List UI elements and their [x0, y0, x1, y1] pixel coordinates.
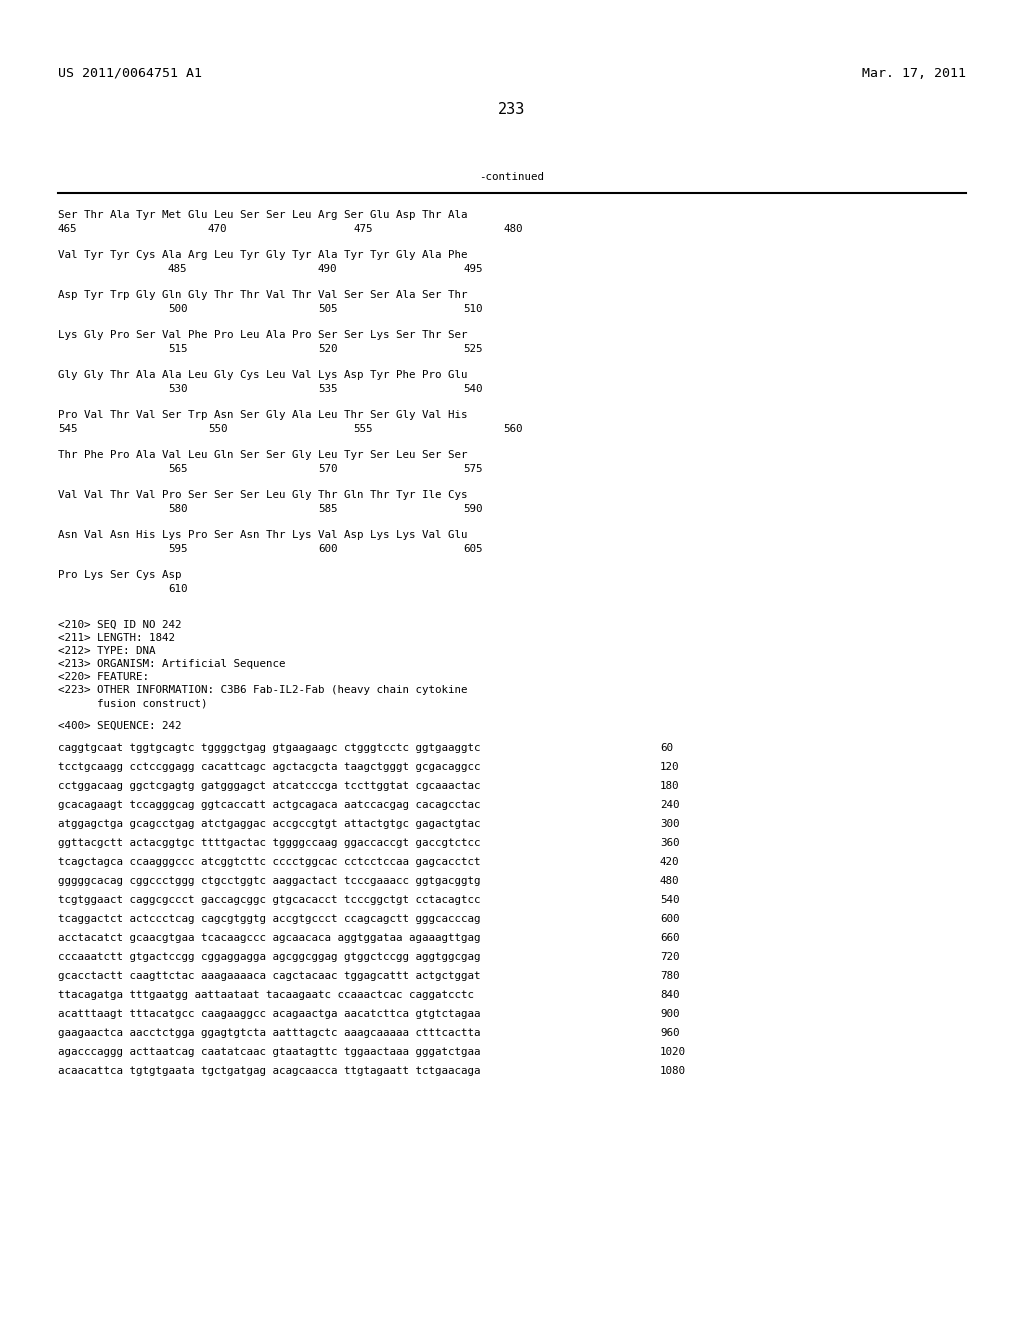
Text: 540: 540: [463, 384, 482, 393]
Text: cctggacaag ggctcgagtg gatgggagct atcatcccga tccttggtat cgcaaactac: cctggacaag ggctcgagtg gatgggagct atcatcc…: [58, 781, 480, 791]
Text: 520: 520: [318, 345, 338, 354]
Text: 180: 180: [660, 781, 680, 791]
Text: 660: 660: [660, 933, 680, 942]
Text: 465: 465: [58, 224, 78, 234]
Text: Gly Gly Thr Ala Ala Leu Gly Cys Leu Val Lys Asp Tyr Phe Pro Glu: Gly Gly Thr Ala Ala Leu Gly Cys Leu Val …: [58, 370, 468, 380]
Text: 580: 580: [168, 504, 187, 513]
Text: 475: 475: [353, 224, 373, 234]
Text: ttacagatga tttgaatgg aattaataat tacaagaatc ccaaactcac caggatcctc: ttacagatga tttgaatgg aattaataat tacaagaa…: [58, 990, 474, 1001]
Text: 555: 555: [353, 424, 373, 434]
Text: cccaaatctt gtgactccgg cggaggagga agcggcggag gtggctccgg aggtggcgag: cccaaatctt gtgactccgg cggaggagga agcggcg…: [58, 952, 480, 962]
Text: 595: 595: [168, 544, 187, 554]
Text: 590: 590: [463, 504, 482, 513]
Text: Pro Lys Ser Cys Asp: Pro Lys Ser Cys Asp: [58, 570, 181, 579]
Text: 485: 485: [168, 264, 187, 275]
Text: 550: 550: [208, 424, 227, 434]
Text: 500: 500: [168, 304, 187, 314]
Text: 840: 840: [660, 990, 680, 1001]
Text: gaagaactca aacctctgga ggagtgtcta aatttagctc aaagcaaaaa ctttcactta: gaagaactca aacctctgga ggagtgtcta aatttag…: [58, 1028, 480, 1038]
Text: 565: 565: [168, 465, 187, 474]
Text: acaacattca tgtgtgaata tgctgatgag acagcaacca ttgtagaatt tctgaacaga: acaacattca tgtgtgaata tgctgatgag acagcaa…: [58, 1067, 480, 1076]
Text: 530: 530: [168, 384, 187, 393]
Text: gcacctactt caagttctac aaagaaaaca cagctacaac tggagcattt actgctggat: gcacctactt caagttctac aaagaaaaca cagctac…: [58, 972, 480, 981]
Text: caggtgcaat tggtgcagtc tggggctgag gtgaagaagc ctgggtcctc ggtgaaggtc: caggtgcaat tggtgcagtc tggggctgag gtgaaga…: [58, 743, 480, 752]
Text: 535: 535: [318, 384, 338, 393]
Text: <220> FEATURE:: <220> FEATURE:: [58, 672, 150, 682]
Text: -continued: -continued: [479, 172, 545, 182]
Text: 300: 300: [660, 818, 680, 829]
Text: <212> TYPE: DNA: <212> TYPE: DNA: [58, 645, 156, 656]
Text: Asn Val Asn His Lys Pro Ser Asn Thr Lys Val Asp Lys Lys Val Glu: Asn Val Asn His Lys Pro Ser Asn Thr Lys …: [58, 531, 468, 540]
Text: 420: 420: [660, 857, 680, 867]
Text: 120: 120: [660, 762, 680, 772]
Text: 960: 960: [660, 1028, 680, 1038]
Text: US 2011/0064751 A1: US 2011/0064751 A1: [58, 67, 202, 81]
Text: 600: 600: [660, 913, 680, 924]
Text: 585: 585: [318, 504, 338, 513]
Text: Ser Thr Ala Tyr Met Glu Leu Ser Ser Leu Arg Ser Glu Asp Thr Ala: Ser Thr Ala Tyr Met Glu Leu Ser Ser Leu …: [58, 210, 468, 220]
Text: 360: 360: [660, 838, 680, 847]
Text: 545: 545: [58, 424, 78, 434]
Text: 495: 495: [463, 264, 482, 275]
Text: 900: 900: [660, 1008, 680, 1019]
Text: tcgtggaact caggcgccct gaccagcggc gtgcacacct tcccggctgt cctacagtcc: tcgtggaact caggcgccct gaccagcggc gtgcaca…: [58, 895, 480, 906]
Text: fusion construct): fusion construct): [58, 698, 208, 708]
Text: 720: 720: [660, 952, 680, 962]
Text: 600: 600: [318, 544, 338, 554]
Text: 470: 470: [208, 224, 227, 234]
Text: 610: 610: [168, 583, 187, 594]
Text: ggttacgctt actacggtgc ttttgactac tggggccaag ggaccaccgt gaccgtctcc: ggttacgctt actacggtgc ttttgactac tggggcc…: [58, 838, 480, 847]
Text: 240: 240: [660, 800, 680, 810]
Text: 233: 233: [499, 102, 525, 117]
Text: 510: 510: [463, 304, 482, 314]
Text: 605: 605: [463, 544, 482, 554]
Text: 780: 780: [660, 972, 680, 981]
Text: atggagctga gcagcctgag atctgaggac accgccgtgt attactgtgc gagactgtac: atggagctga gcagcctgag atctgaggac accgccg…: [58, 818, 480, 829]
Text: tcagctagca ccaagggccc atcggtcttc cccctggcac cctcctccaa gagcacctct: tcagctagca ccaagggccc atcggtcttc cccctgg…: [58, 857, 480, 867]
Text: 525: 525: [463, 345, 482, 354]
Text: 480: 480: [503, 224, 522, 234]
Text: 515: 515: [168, 345, 187, 354]
Text: 560: 560: [503, 424, 522, 434]
Text: 1020: 1020: [660, 1047, 686, 1057]
Text: tcaggactct actccctcag cagcgtggtg accgtgccct ccagcagctt gggcacccag: tcaggactct actccctcag cagcgtggtg accgtgc…: [58, 913, 480, 924]
Text: <223> OTHER INFORMATION: C3B6 Fab-IL2-Fab (heavy chain cytokine: <223> OTHER INFORMATION: C3B6 Fab-IL2-Fa…: [58, 685, 468, 696]
Text: 540: 540: [660, 895, 680, 906]
Text: <400> SEQUENCE: 242: <400> SEQUENCE: 242: [58, 721, 181, 731]
Text: agacccaggg acttaatcag caatatcaac gtaatagttc tggaactaaa gggatctgaa: agacccaggg acttaatcag caatatcaac gtaatag…: [58, 1047, 480, 1057]
Text: <210> SEQ ID NO 242: <210> SEQ ID NO 242: [58, 620, 181, 630]
Text: 575: 575: [463, 465, 482, 474]
Text: Asp Tyr Trp Gly Gln Gly Thr Thr Val Thr Val Ser Ser Ala Ser Thr: Asp Tyr Trp Gly Gln Gly Thr Thr Val Thr …: [58, 290, 468, 300]
Text: Val Val Thr Val Pro Ser Ser Ser Leu Gly Thr Gln Thr Tyr Ile Cys: Val Val Thr Val Pro Ser Ser Ser Leu Gly …: [58, 490, 468, 500]
Text: 570: 570: [318, 465, 338, 474]
Text: <213> ORGANISM: Artificial Sequence: <213> ORGANISM: Artificial Sequence: [58, 659, 286, 669]
Text: 505: 505: [318, 304, 338, 314]
Text: Thr Phe Pro Ala Val Leu Gln Ser Ser Gly Leu Tyr Ser Leu Ser Ser: Thr Phe Pro Ala Val Leu Gln Ser Ser Gly …: [58, 450, 468, 459]
Text: 480: 480: [660, 876, 680, 886]
Text: Mar. 17, 2011: Mar. 17, 2011: [862, 67, 966, 81]
Text: 1080: 1080: [660, 1067, 686, 1076]
Text: acatttaagt tttacatgcc caagaaggcc acagaactga aacatcttca gtgtctagaa: acatttaagt tttacatgcc caagaaggcc acagaac…: [58, 1008, 480, 1019]
Text: tcctgcaagg cctccggagg cacattcagc agctacgcta taagctgggt gcgacaggcc: tcctgcaagg cctccggagg cacattcagc agctacg…: [58, 762, 480, 772]
Text: Pro Val Thr Val Ser Trp Asn Ser Gly Ala Leu Thr Ser Gly Val His: Pro Val Thr Val Ser Trp Asn Ser Gly Ala …: [58, 411, 468, 420]
Text: 490: 490: [318, 264, 338, 275]
Text: gggggcacag cggccctggg ctgcctggtc aaggactact tcccgaaacc ggtgacggtg: gggggcacag cggccctggg ctgcctggtc aaggact…: [58, 876, 480, 886]
Text: Lys Gly Pro Ser Val Phe Pro Leu Ala Pro Ser Ser Lys Ser Thr Ser: Lys Gly Pro Ser Val Phe Pro Leu Ala Pro …: [58, 330, 468, 341]
Text: 60: 60: [660, 743, 673, 752]
Text: acctacatct gcaacgtgaa tcacaagccc agcaacaca aggtggataa agaaagttgag: acctacatct gcaacgtgaa tcacaagccc agcaaca…: [58, 933, 480, 942]
Text: <211> LENGTH: 1842: <211> LENGTH: 1842: [58, 634, 175, 643]
Text: Val Tyr Tyr Cys Ala Arg Leu Tyr Gly Tyr Ala Tyr Tyr Gly Ala Phe: Val Tyr Tyr Cys Ala Arg Leu Tyr Gly Tyr …: [58, 249, 468, 260]
Text: gcacagaagt tccagggcag ggtcaccatt actgcagaca aatccacgag cacagcctac: gcacagaagt tccagggcag ggtcaccatt actgcag…: [58, 800, 480, 810]
